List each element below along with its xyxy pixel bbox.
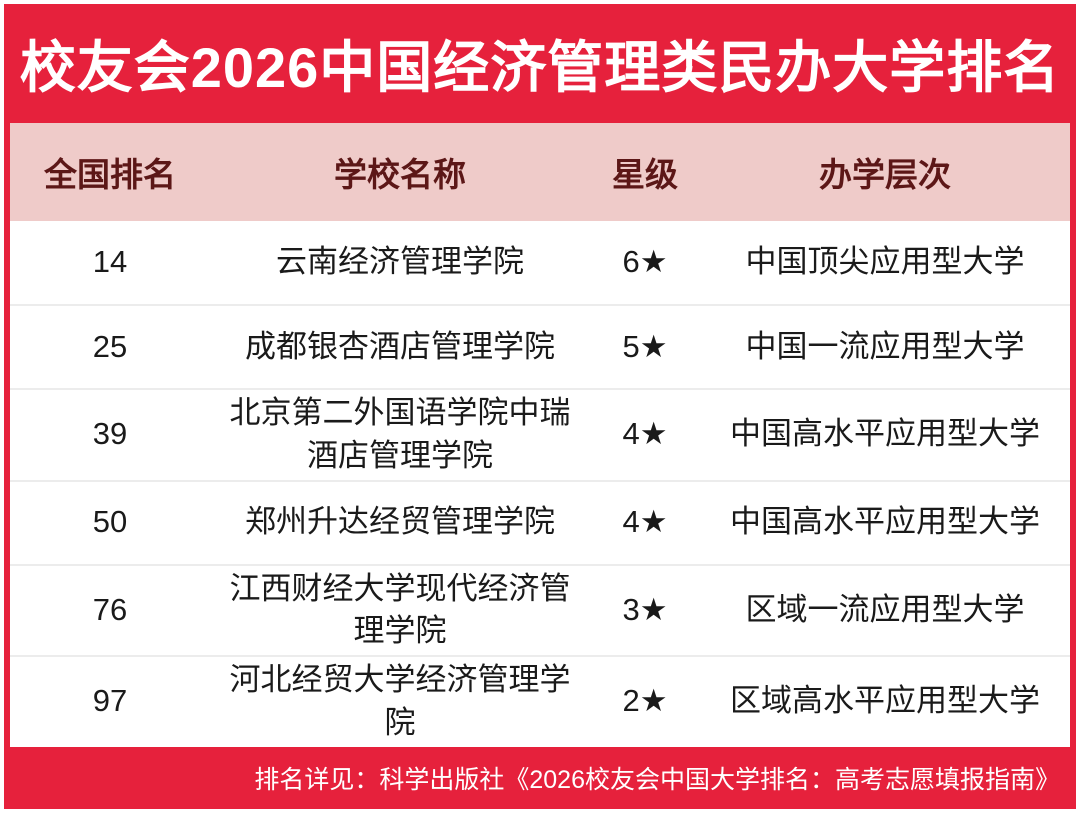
- school-cell: 江西财经大学现代经济管理学院: [229, 570, 571, 649]
- rank-cell: 50: [92, 504, 128, 540]
- table-row: 39 北京第二外国语学院中瑞酒店管理学院 4★ 中国高水平应用型大学: [10, 389, 1070, 481]
- col-header-star-level: 星级: [590, 123, 700, 221]
- ranking-table: 全国排名 学校名称 星级 办学层次 14 云南经济管理学院 6★ 中国顶尖应用型…: [10, 123, 1070, 747]
- level-cell: 区域一流应用型大学: [745, 591, 1025, 627]
- star-cell: 2★: [622, 683, 668, 719]
- rank-cell: 76: [92, 591, 128, 627]
- level-cell: 中国一流应用型大学: [745, 328, 1025, 364]
- star-cell: 3★: [622, 591, 668, 627]
- level-cell: 中国高水平应用型大学: [730, 416, 1040, 452]
- school-cell: 郑州升达经贸管理学院: [245, 504, 555, 540]
- school-cell: 成都银杏酒店管理学院: [245, 328, 555, 364]
- rank-cell: 39: [92, 416, 128, 452]
- source-note: 排名详见：科学出版社《2026校友会中国大学排名：高考志愿填报指南》: [254, 765, 1060, 794]
- school-cell: 云南经济管理学院: [276, 244, 524, 280]
- ranking-poster: 校友会2026中国经济管理类民办大学排名 全国排名 学校名称 星级 办学层次 1: [4, 4, 1076, 809]
- school-cell: 河北经贸大学经济管理学院: [229, 662, 571, 740]
- col-header-education-level: 办学层次: [700, 123, 1070, 221]
- footer-banner: 排名详见：科学出版社《2026校友会中国大学排名：高考志愿填报指南》: [4, 747, 1076, 809]
- rank-cell: 25: [92, 328, 128, 364]
- ranking-table-panel: 全国排名 学校名称 星级 办学层次 14 云南经济管理学院 6★ 中国顶尖应用型…: [10, 123, 1070, 747]
- school-cell: 北京第二外国语学院中瑞酒店管理学院: [229, 395, 571, 473]
- title-banner: 校友会2026中国经济管理类民办大学排名: [4, 4, 1076, 123]
- star-cell: 6★: [622, 244, 668, 280]
- table-row: 14 云南经济管理学院 6★ 中国顶尖应用型大学: [10, 221, 1070, 305]
- rank-cell: 14: [92, 244, 128, 280]
- level-cell: 区域高水平应用型大学: [730, 683, 1040, 719]
- level-cell: 中国顶尖应用型大学: [745, 244, 1025, 280]
- star-cell: 4★: [622, 504, 668, 540]
- table-row: 97 河北经贸大学经济管理学院 2★ 区域高水平应用型大学: [10, 656, 1070, 747]
- page-title: 校友会2026中国经济管理类民办大学排名: [19, 36, 1061, 99]
- col-header-school-name: 学校名称: [210, 123, 590, 221]
- table-row: 76 江西财经大学现代经济管理学院 3★ 区域一流应用型大学: [10, 564, 1070, 657]
- table-row: 50 郑州升达经贸管理学院 4★ 中国高水平应用型大学: [10, 480, 1070, 565]
- level-cell: 中国高水平应用型大学: [730, 504, 1040, 540]
- star-cell: 4★: [622, 416, 668, 452]
- star-cell: 5★: [622, 328, 668, 364]
- table-header-row: 全国排名 学校名称 星级 办学层次: [10, 123, 1070, 221]
- rank-cell: 97: [92, 683, 128, 719]
- table-row: 25 成都银杏酒店管理学院 5★ 中国一流应用型大学: [10, 305, 1070, 389]
- col-header-national-rank: 全国排名: [10, 123, 210, 221]
